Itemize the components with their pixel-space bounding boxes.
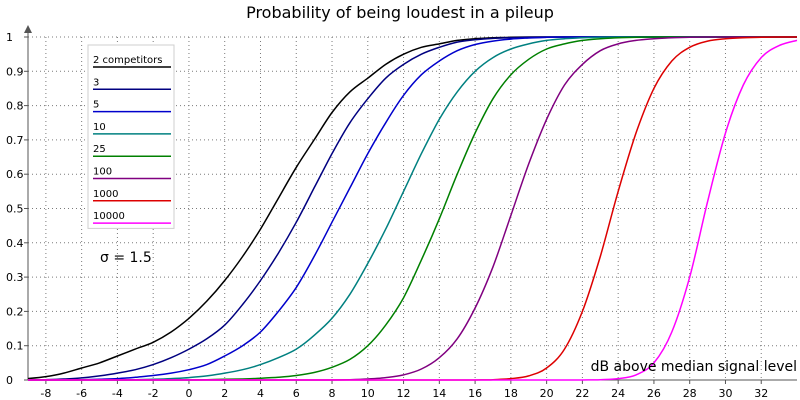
y-tick-label: 0.5 — [6, 203, 24, 216]
legend-label: 5 — [93, 100, 99, 111]
legend-label: 2 competitors — [93, 55, 162, 66]
x-axis-label: dB above median signal level — [591, 359, 797, 375]
legend-box — [87, 44, 175, 229]
x-tick-label: 4 — [257, 387, 264, 400]
sigma-annotation: σ = 1.5 — [100, 250, 152, 266]
legend: 2 competitors 3 5 10 25 100 1000 10000 — [87, 44, 175, 229]
y-tick-label: 0 — [6, 374, 13, 387]
x-tick-label: 24 — [611, 387, 625, 400]
x-tick-label: 22 — [575, 387, 589, 400]
series-lines — [27, 36, 798, 381]
x-tick-label: 12 — [397, 387, 411, 400]
y-tick-label: 0.1 — [6, 340, 24, 353]
x-tick-label: 18 — [504, 387, 518, 400]
x-tick-label: 28 — [683, 387, 697, 400]
y-tick-label: 0.3 — [6, 271, 24, 284]
x-tick-label: -6 — [76, 387, 87, 400]
y-tick-label: 0.2 — [6, 305, 24, 318]
x-tick-label: 16 — [468, 387, 482, 400]
x-tick-label: 10 — [361, 387, 375, 400]
x-tick-label: -8 — [40, 387, 51, 400]
x-tick-label: 30 — [718, 387, 732, 400]
y-tick-label: 0.6 — [6, 168, 24, 181]
x-tick-label: 8 — [329, 387, 336, 400]
legend-label: 3 — [93, 77, 99, 88]
x-tick-label: 20 — [540, 387, 554, 400]
y-tick-label: 0.8 — [6, 100, 24, 113]
axes: -8 -6 -4 -2 0 2 4 6 8 10 12 14 16 18 20 22 24 26 28 30 3200.… — [6, 25, 797, 400]
y-tick-label: 1 — [6, 31, 13, 44]
legend-label: 100 — [93, 167, 112, 178]
x-tick-label: 2 — [221, 387, 228, 400]
series-line-8 — [27, 39, 798, 381]
x-tick-label: 0 — [185, 387, 192, 400]
x-tick-label: -4 — [112, 387, 123, 400]
legend-label: 10 — [93, 122, 106, 133]
x-tick-label: 6 — [293, 387, 300, 400]
legend-label: 1000 — [93, 189, 118, 200]
x-tick-label: 14 — [432, 387, 446, 400]
x-tick-label: 32 — [754, 387, 768, 400]
legend-label: 10000 — [93, 211, 125, 222]
x-tick-label: 26 — [647, 387, 661, 400]
x-tick-label: -2 — [148, 387, 159, 400]
legend-label: 25 — [93, 144, 106, 155]
y-tick-label: 0.4 — [6, 237, 24, 250]
y-tick-label: 0.9 — [6, 65, 24, 78]
chart-title: Probability of being loudest in a pileup — [246, 3, 554, 22]
y-tick-label: 0.7 — [6, 134, 24, 147]
y-axis-arrow — [24, 25, 32, 33]
